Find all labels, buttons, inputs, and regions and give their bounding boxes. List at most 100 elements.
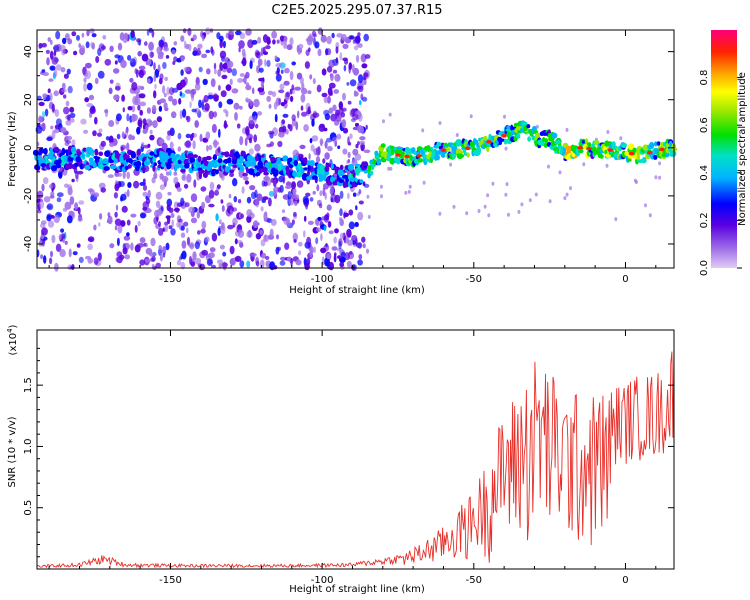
spectrogram-noise-blob <box>258 90 265 96</box>
spectrogram-noise-blob <box>333 236 338 244</box>
spectrogram-ridge-cell <box>67 162 73 170</box>
spectrogram-noise-blob <box>156 116 163 123</box>
spectrogram-noise-blob <box>201 249 208 256</box>
spectrogram-noise-blob <box>231 88 239 94</box>
spectrogram-noise-blob <box>107 215 113 225</box>
spectrogram-noise-blob <box>117 172 123 177</box>
spectrogram-ridge-cell <box>75 156 82 163</box>
spectrogram-noise-blob <box>141 142 145 148</box>
spectrogram-noise-blob <box>449 162 453 167</box>
spectrogram-ridge-cell <box>203 172 208 178</box>
spectrogram-noise-blob <box>326 253 331 260</box>
spectrogram-ridge-cell <box>426 145 431 153</box>
spectrogram-noise-blob <box>330 185 334 195</box>
spectrogram-noise-blob <box>328 261 335 271</box>
spectrogram-noise-blob <box>325 137 333 143</box>
spectrogram-noise-blob <box>379 184 383 189</box>
spectrogram-noise-blob <box>49 92 53 102</box>
spectrogram-noise-blob <box>503 114 506 119</box>
spectrogram-noise-blob <box>213 69 217 75</box>
spectrogram-ridge-cell <box>74 162 79 168</box>
snr-x-tick-label: -150 <box>159 575 182 586</box>
spectrogram-ridge-cell <box>182 152 186 157</box>
spectrogram-ridge-cell <box>451 152 457 159</box>
spectrogram-noise-blob <box>209 247 216 253</box>
spectrogram-noise-blob <box>347 192 350 200</box>
spectrogram-ridge-cell <box>339 164 344 171</box>
spectrogram-noise-blob <box>346 82 350 86</box>
spectrogram-noise-blob <box>339 232 345 239</box>
spectrogram-noise-blob <box>127 106 133 111</box>
spectrogram-noise-blob <box>270 177 275 183</box>
spectrogram-ridge-cell <box>70 154 75 158</box>
spectrogram-noise-blob <box>280 256 287 261</box>
spectrogram-noise-blob <box>137 117 143 127</box>
spectrogram-noise-blob <box>282 175 286 184</box>
spectrogram-ridge-cell <box>363 169 369 174</box>
spectrogram-noise-blob <box>279 260 286 266</box>
spectrogram-noise-blob <box>324 214 329 221</box>
spectrogram-noise-blob <box>257 58 263 66</box>
spectrogram-noise-blob <box>150 237 156 247</box>
spectrogram-ridge-cell <box>397 146 404 150</box>
spectrogram-noise-blob <box>72 251 78 256</box>
spectrogram-noise-blob <box>51 56 59 65</box>
spectrogram-noise-blob <box>149 134 155 141</box>
spectrogram-ridge-cell <box>228 162 234 167</box>
spectrogram-noise-blob <box>316 184 320 192</box>
spectrogram-noise-blob <box>100 45 106 50</box>
spectrogram-noise-blob <box>361 96 368 102</box>
spectrogram-noise-blob <box>347 233 352 238</box>
spectrogram-noise-blob <box>208 252 215 259</box>
spectrogram-noise-blob <box>196 48 201 56</box>
spectrogram-noise-blob <box>312 78 316 85</box>
spectrogram-noise-blob <box>205 131 211 140</box>
spectrogram-ridge-cell <box>611 141 616 147</box>
spectrogram-noise-blob <box>161 175 169 183</box>
spectrogram-noise-blob <box>121 205 128 213</box>
spectrogram-noise-blob <box>342 148 348 155</box>
spectrogram-noise-blob <box>658 175 662 180</box>
spectrogram-noise-blob <box>180 253 183 260</box>
spectrogram-noise-blob <box>438 211 442 216</box>
spectrogram-noise-blob <box>344 252 351 261</box>
spectrogram-noise-blob <box>285 129 289 135</box>
spectrogram-noise-blob <box>291 114 296 122</box>
spectrogram-noise-blob <box>282 113 289 118</box>
spectrogram-noise-blob <box>146 29 150 36</box>
spectrogram-noise-blob <box>300 93 306 103</box>
spectrogram-noise-blob <box>297 110 300 119</box>
spectrogram-noise-blob <box>274 113 278 123</box>
spectrogram-noise-blob <box>204 103 210 111</box>
snr-frame <box>36 329 675 570</box>
spectrogram-noise-blob <box>49 39 53 45</box>
spectrogram-noise-blob <box>363 183 370 188</box>
spectrogram-noise-blob <box>114 218 122 226</box>
spectrogram-noise-blob <box>69 106 75 113</box>
spectrogram-noise-blob <box>248 137 253 144</box>
spectrogram-noise-blob <box>210 46 214 54</box>
spectrogram-noise-blob <box>76 170 84 175</box>
snr-panel: -150 -100 -50 0 0.5 1.0 1.5 Height of straight… <box>6 324 675 595</box>
spectrogram-noise-blob <box>58 234 62 241</box>
spectrogram-ridge-cell <box>470 143 475 148</box>
spectrogram-noise-blob <box>166 86 170 96</box>
spectrogram-noise-blob <box>366 194 370 199</box>
spectrogram-ridge-cell <box>246 154 254 162</box>
spectrogram-noise-blob <box>342 127 349 134</box>
spectrogram-noise-blob <box>168 225 173 230</box>
spectrogram-noise-blob <box>64 201 72 210</box>
spectrogram-ridge-cell <box>143 153 150 157</box>
spectrogram-noise-blob <box>181 174 186 181</box>
spectrogram-noise-blob <box>228 29 235 36</box>
spectrogram-noise-blob <box>201 53 208 59</box>
spectrogram-noise-blob <box>38 43 43 49</box>
spectrogram-noise-blob <box>328 82 336 89</box>
spectrogram-noise-blob <box>139 69 146 76</box>
spectrogram-noise-blob <box>359 136 366 141</box>
spectrogram-noise-blob <box>97 252 102 261</box>
spectrogram-noise-blob <box>304 262 310 271</box>
snr-scale-label: (x104) <box>6 324 19 355</box>
spectrogram-noise-blob <box>309 248 313 258</box>
spectrogram-noise-blob <box>64 240 68 245</box>
